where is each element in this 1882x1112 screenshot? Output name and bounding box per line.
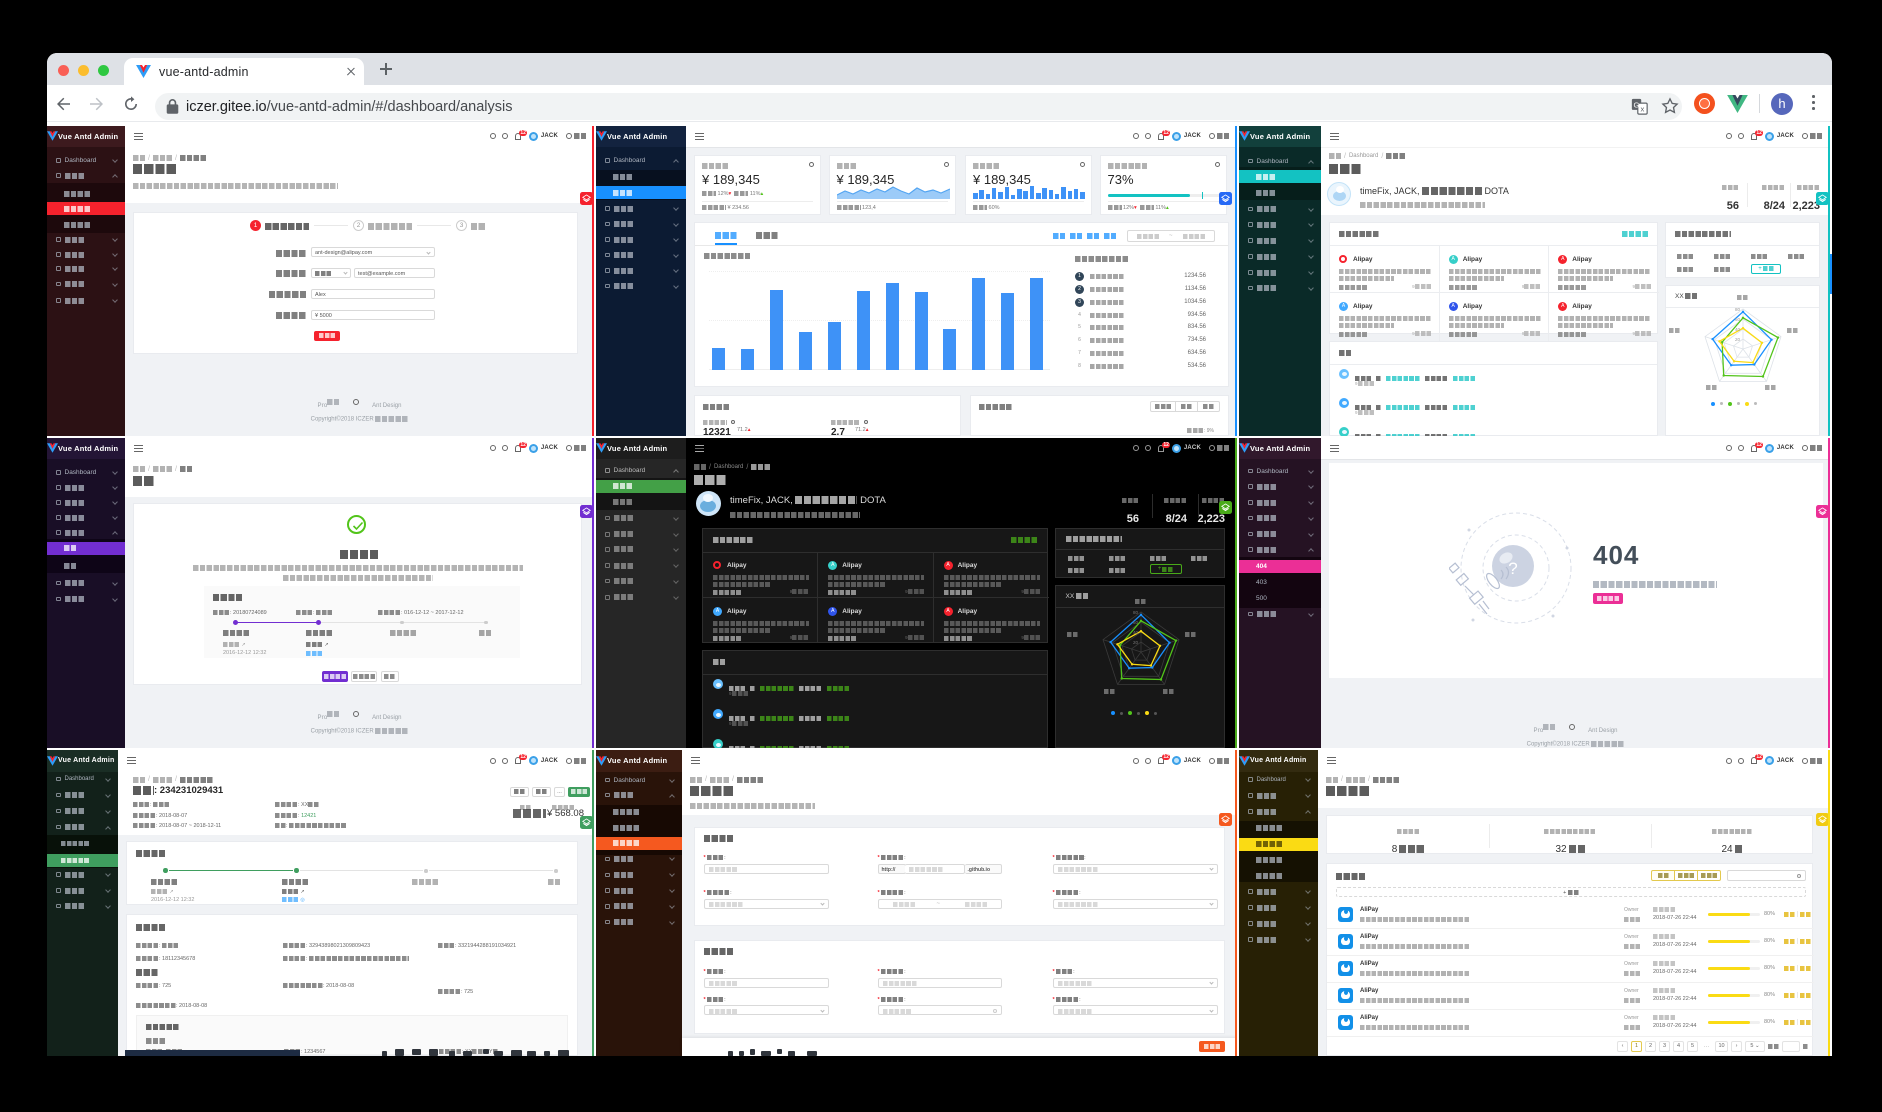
- svg-text:G: G: [1634, 100, 1640, 109]
- svg-text:20: 20: [1735, 337, 1741, 342]
- svg-text:60: 60: [1132, 620, 1138, 625]
- svg-text:?: ?: [1508, 559, 1517, 578]
- svg-text:60: 60: [1735, 317, 1741, 322]
- svg-text:40: 40: [1132, 630, 1138, 635]
- svg-text:x: x: [1641, 105, 1645, 114]
- svg-text:80: 80: [1132, 610, 1138, 615]
- svg-text:80: 80: [1735, 307, 1741, 312]
- svg-text:40: 40: [1735, 327, 1741, 332]
- svg-text:20: 20: [1132, 640, 1138, 645]
